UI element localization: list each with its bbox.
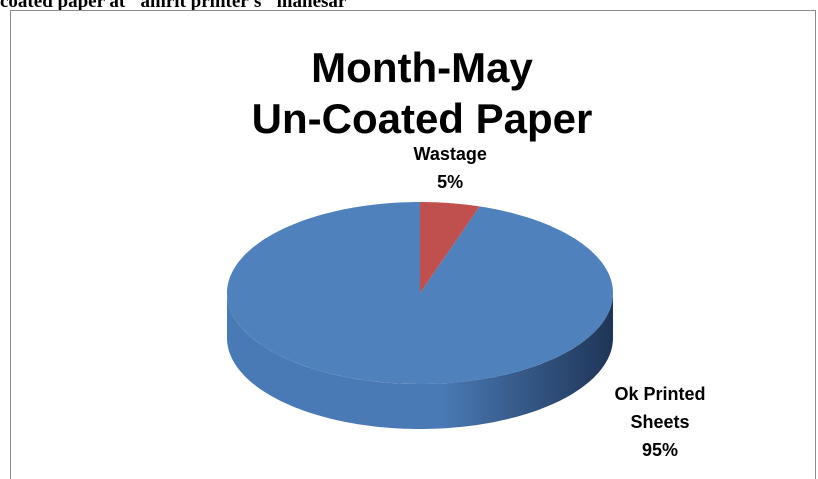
chart-title-line-1: Month-May (311, 44, 533, 91)
pie-label-0-line-2: 95% (642, 440, 678, 460)
pie-label-0-line-0: Ok Printed (614, 384, 705, 404)
pie-label-1-line-0: Wastage (414, 144, 487, 164)
pie-sides (227, 294, 613, 429)
pie-labels: Ok Printed Sheets 95% Wastage 5% (414, 144, 706, 460)
document-caption: coated paper at "amrit printer's" manesa… (0, 0, 347, 12)
pie-top (227, 202, 613, 384)
pie-label-1-line-1: 5% (437, 172, 463, 192)
pie-label-0-line-1: Sheets (630, 412, 689, 432)
chart-title-line-2: Un-Coated Paper (252, 95, 593, 142)
pie-slice-1 (420, 202, 480, 293)
pie-slice-side-0 (227, 294, 613, 429)
